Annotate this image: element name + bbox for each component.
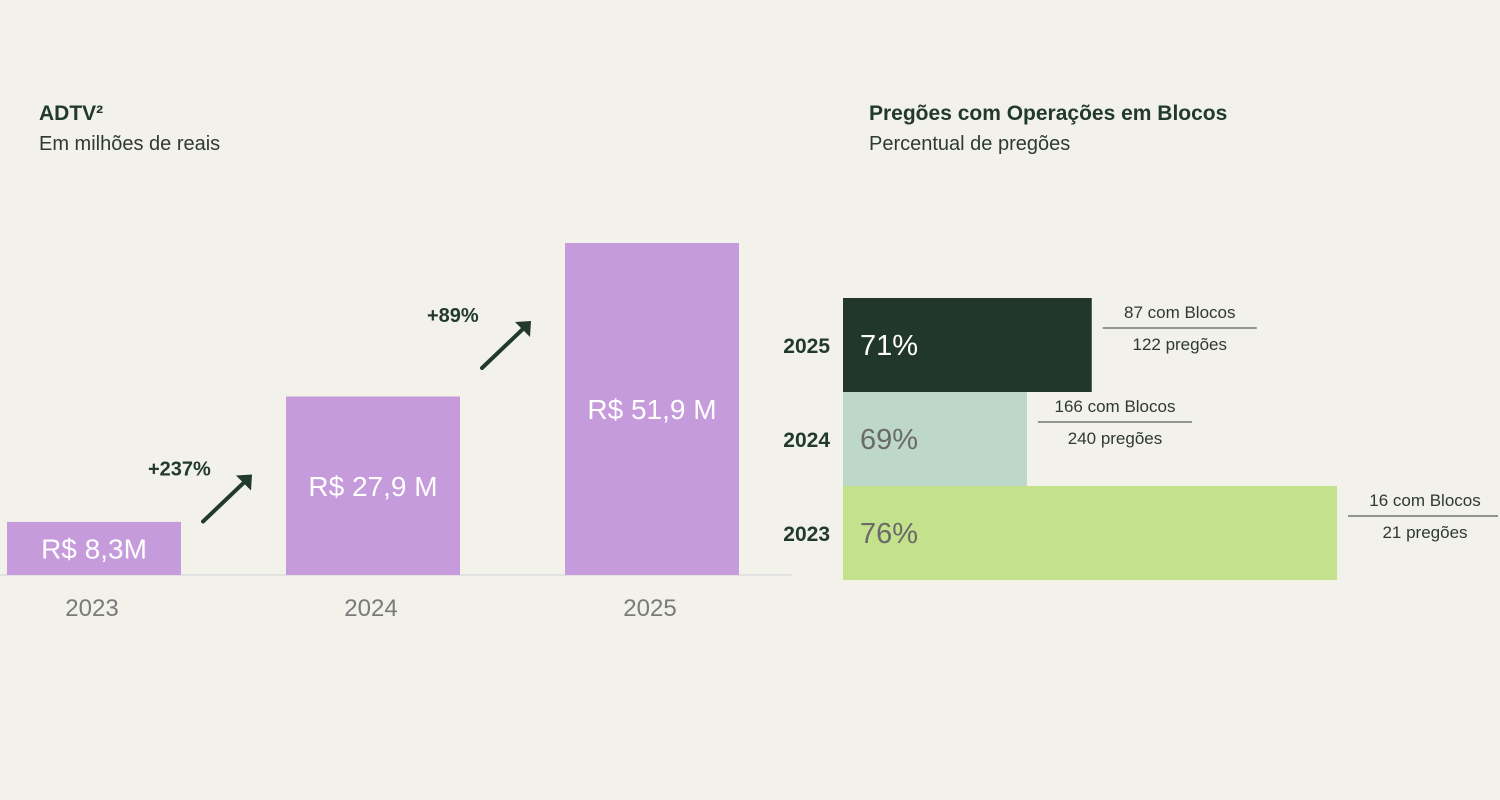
blocos-horizontal-bar-chart: 2025 71% 87 com Blocos 122 pregões 2024 69% 16… — [783, 298, 1498, 580]
adtv-bar-value-label: R$ 51,9 M — [587, 394, 716, 425]
fraction-numerator: 166 com Blocos — [1055, 397, 1176, 416]
blocos-bar-2023 — [843, 486, 1337, 580]
adtv-bar-chart: R$ 8,3M 2023 R$ 27,9 M 2024 R$ 51,9 M 2025 +23… — [0, 243, 792, 622]
growth-label: +237% — [148, 459, 211, 481]
arrow-up-right-icon — [480, 325, 527, 370]
adtv-bar-value-label: R$ 27,9 M — [308, 471, 437, 502]
blocos-y-tick-label: 2023 — [783, 523, 830, 546]
blocos-chart-title: Pregões com Operações em Blocos — [869, 102, 1228, 125]
blocos-fraction-annotation: 166 com Blocos 240 pregões — [1038, 397, 1192, 448]
blocos-bar-value-label: 69% — [860, 424, 918, 456]
growth-arrow-2024: +237% — [148, 459, 252, 524]
blocos-fraction-annotation: 87 com Blocos 122 pregões — [1102, 303, 1257, 354]
blocos-y-tick-label: 2025 — [783, 335, 830, 358]
adtv-x-tick-label: 2025 — [623, 595, 676, 622]
adtv-chart-subtitle: Em milhões de reais — [39, 133, 221, 155]
adtv-x-tick-label: 2024 — [344, 595, 397, 622]
blocos-bar-value-label: 76% — [860, 518, 918, 550]
fraction-numerator: 16 com Blocos — [1369, 491, 1481, 510]
adtv-bar-2023 — [7, 521, 181, 575]
blocos-y-tick-label: 2024 — [783, 429, 830, 452]
arrow-head-icon — [236, 474, 252, 491]
blocos-chart-subtitle: Percentual de pregões — [869, 133, 1071, 155]
adtv-chart-title: ADTV² — [39, 102, 104, 125]
blocos-bar-value-label: 71% — [860, 330, 918, 362]
fraction-denominator: 122 pregões — [1132, 335, 1227, 354]
blocos-fraction-annotation: 16 com Blocos 21 pregões — [1348, 491, 1498, 542]
adtv-bar-value-label: R$ 8,3M — [41, 533, 147, 564]
fraction-denominator: 240 pregões — [1068, 429, 1163, 448]
blocos-bar-2025 — [843, 298, 1092, 392]
fraction-numerator: 87 com Blocos — [1124, 303, 1236, 322]
fraction-denominator: 21 pregões — [1382, 523, 1467, 542]
arrow-up-right-icon — [201, 478, 248, 524]
blocos-bar-2024 — [843, 392, 1027, 486]
adtv-bar-2024 — [286, 396, 460, 575]
growth-label: +89% — [427, 305, 479, 327]
adtv-x-tick-label: 2023 — [65, 595, 118, 622]
adtv-bar-2025 — [565, 243, 739, 575]
growth-arrow-2025: +89% — [427, 305, 531, 370]
arrow-head-icon — [515, 321, 531, 337]
